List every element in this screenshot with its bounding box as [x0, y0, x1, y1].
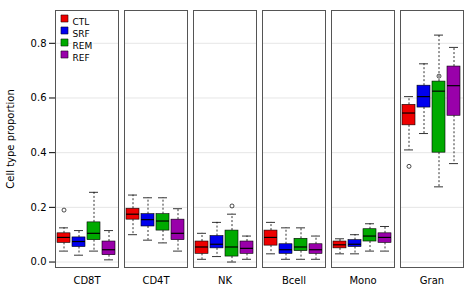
svg-text:NK: NK	[218, 275, 232, 286]
svg-text:0.0: 0.0	[31, 256, 47, 267]
svg-text:0.2: 0.2	[31, 202, 47, 213]
svg-text:0.8: 0.8	[31, 38, 47, 49]
svg-text:Cell type proportion: Cell type proportion	[5, 89, 16, 188]
svg-text:REM: REM	[73, 41, 93, 51]
svg-text:CD4T: CD4T	[142, 275, 170, 286]
svg-text:REF: REF	[73, 53, 90, 63]
svg-text:Mono: Mono	[349, 275, 376, 286]
svg-text:0.4: 0.4	[31, 147, 47, 158]
svg-text:Bcell: Bcell	[282, 275, 306, 286]
svg-text:Gran: Gran	[420, 275, 444, 286]
svg-text:SRF: SRF	[73, 29, 90, 39]
svg-text:CTL: CTL	[73, 17, 90, 27]
svg-text:0.6: 0.6	[31, 92, 47, 103]
svg-text:CD8T: CD8T	[73, 275, 101, 286]
